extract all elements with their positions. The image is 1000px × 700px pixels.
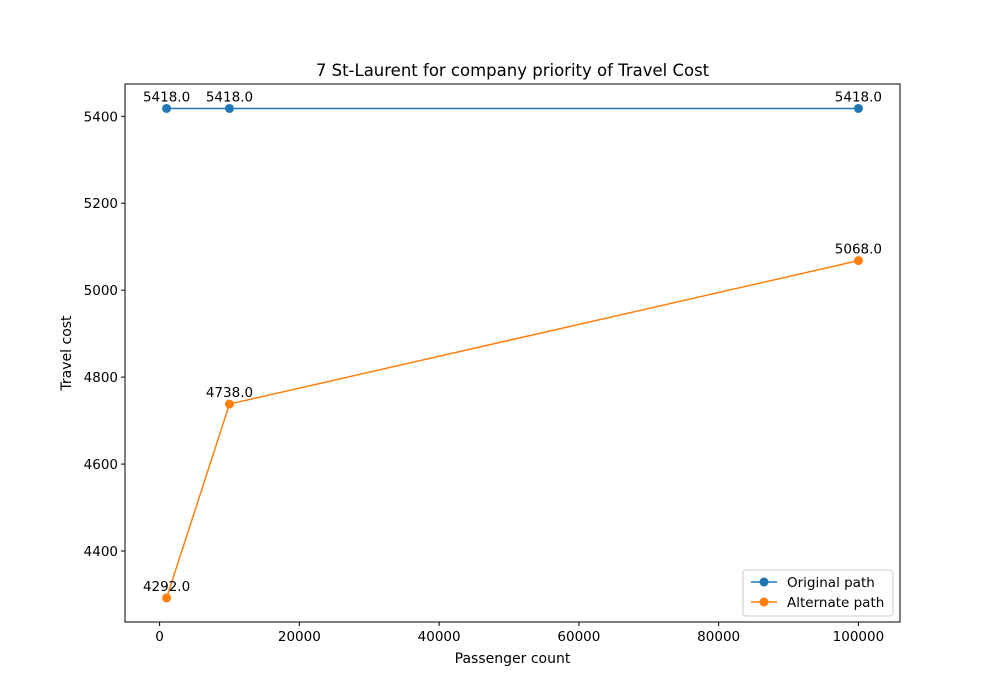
data-point xyxy=(224,399,234,409)
data-label: 4738.0 xyxy=(206,385,253,401)
legend-label: Alternate path xyxy=(787,595,884,611)
chart-title: 7 St-Laurent for company priority of Tra… xyxy=(316,61,710,80)
data-point xyxy=(224,103,234,113)
x-tick-label: 100000 xyxy=(833,629,885,645)
legend: Original path Alternate path xyxy=(742,569,894,617)
data-point xyxy=(853,103,863,113)
series-1: 5418.0 5418.0 5418.0 xyxy=(143,89,882,113)
plot-frame xyxy=(124,83,901,623)
data-label: 4292.0 xyxy=(143,579,190,595)
x-tick-label: 40000 xyxy=(418,629,461,645)
y-tick-label: 4800 xyxy=(84,370,118,386)
y-tick-label: 5000 xyxy=(84,283,118,299)
legend-label: Original path xyxy=(787,575,875,591)
series-line xyxy=(165,259,859,599)
y-tick-label: 4600 xyxy=(84,457,118,473)
data-label: 5068.0 xyxy=(835,242,882,258)
y-axis-label: Travel cost xyxy=(59,315,75,392)
data-label: 5418.0 xyxy=(835,89,882,105)
legend-marker xyxy=(759,597,769,607)
x-tick-label: 60000 xyxy=(557,629,600,645)
x-tick-label: 80000 xyxy=(697,629,740,645)
axis-ticks: 0 20000 40000 60000 80000 100000 4400 4600 4800 5… xyxy=(84,109,885,645)
x-tick-label: 20000 xyxy=(278,629,321,645)
x-axis-label: Passenger count xyxy=(455,651,571,667)
legend-box xyxy=(742,569,894,617)
x-tick-label: 0 xyxy=(155,629,164,645)
y-tick-label: 5200 xyxy=(84,196,118,212)
data-point xyxy=(853,256,863,266)
legend-marker xyxy=(759,577,769,587)
series-layer: 5418.0 5418.0 5418.0 4292.0 4738.0 5068.0 xyxy=(143,89,882,603)
data-label: 5418.0 xyxy=(206,89,253,105)
y-tick-label: 4400 xyxy=(84,544,118,560)
data-point xyxy=(162,593,172,603)
data-label: 5418.0 xyxy=(143,89,190,105)
series-2: 4292.0 4738.0 5068.0 xyxy=(143,242,882,603)
y-tick-label: 5400 xyxy=(84,109,118,125)
data-point xyxy=(162,103,172,113)
